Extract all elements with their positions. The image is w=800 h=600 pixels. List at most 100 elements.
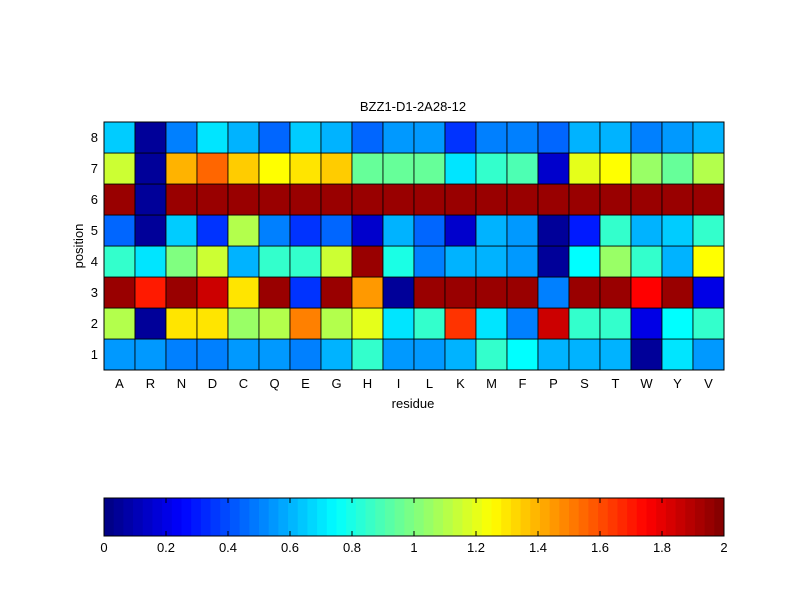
colorbar-band <box>646 498 657 536</box>
heatmap-cell-C-5 <box>227 214 260 247</box>
heatmap-cell-D-3 <box>196 276 229 309</box>
heatmap-cell-F-5 <box>506 214 539 247</box>
heatmap-cell-A-7 <box>103 152 136 185</box>
heatmap-cell-Y-1 <box>661 338 694 371</box>
heatmap-cell-A-3 <box>103 276 136 309</box>
colorbar-band <box>181 498 192 536</box>
x-tick-label-S: S <box>580 376 589 391</box>
x-tick-label-L: L <box>426 376 433 391</box>
heatmap-cell-C-7 <box>227 152 260 185</box>
heatmap-cell-V-2 <box>692 307 725 340</box>
colorbar-tick-label: 0.4 <box>219 540 237 555</box>
x-tick-label-I: I <box>397 376 401 391</box>
heatmap-cell-E-7 <box>289 152 322 185</box>
colorbar-tick-label: 0.2 <box>157 540 175 555</box>
colorbar-band <box>133 498 144 536</box>
heatmap-cell-L-1 <box>413 338 446 371</box>
plot-frame <box>103 121 725 371</box>
heatmap-cell-M-4 <box>475 245 508 278</box>
x-tick-label-P: P <box>549 376 558 391</box>
heatmap-cell-S-7 <box>568 152 601 185</box>
colorbar-band <box>578 498 589 536</box>
colorbar-band <box>239 498 250 536</box>
heatmap-cell-V-1 <box>692 338 725 371</box>
colorbar-band <box>104 498 115 536</box>
heatmap-cell-E-5 <box>289 214 322 247</box>
y-tick-label-7: 7 <box>91 161 98 176</box>
heatmap-cell-D-5 <box>196 214 229 247</box>
heatmap-cell-H-7 <box>351 152 384 185</box>
heatmap-cell-F-4 <box>506 245 539 278</box>
heatmap-cell-G-6 <box>320 183 353 216</box>
heatmap-cell-G-4 <box>320 245 353 278</box>
heatmap-cell-F-8 <box>506 121 539 154</box>
heatmap-cell-Q-4 <box>258 245 291 278</box>
heatmap-cell-A-4 <box>103 245 136 278</box>
heatmap-cell-E-1 <box>289 338 322 371</box>
heatmap-cell-R-1 <box>134 338 167 371</box>
heatmap-cell-T-2 <box>599 307 632 340</box>
heatmap-cell-Q-6 <box>258 183 291 216</box>
heatmap-cell-P-6 <box>537 183 570 216</box>
heatmap-cell-C-4 <box>227 245 260 278</box>
heatmap-cell-E-2 <box>289 307 322 340</box>
x-tick-label-C: C <box>239 376 248 391</box>
colorbar-band <box>278 498 289 536</box>
colorbar-band <box>220 498 231 536</box>
heatmap-cell-V-7 <box>692 152 725 185</box>
heatmap-cell-N-7 <box>165 152 198 185</box>
colorbar-band <box>355 498 366 536</box>
heatmap-cell-P-4 <box>537 245 570 278</box>
heatmap-cell-Y-2 <box>661 307 694 340</box>
heatmap-cell-H-3 <box>351 276 384 309</box>
colorbar-band <box>530 498 541 536</box>
heatmap-cell-Y-5 <box>661 214 694 247</box>
heatmap-cell-C-3 <box>227 276 260 309</box>
colorbar-band <box>142 498 153 536</box>
colorbar-band <box>472 498 483 536</box>
heatmap-cell-H-4 <box>351 245 384 278</box>
heatmap-cell-Q-1 <box>258 338 291 371</box>
heatmap-cell-V-5 <box>692 214 725 247</box>
colorbar-band <box>249 498 260 536</box>
heatmap-cell-L-7 <box>413 152 446 185</box>
heatmap-cell-E-4 <box>289 245 322 278</box>
heatmap-cell-W-2 <box>630 307 663 340</box>
heatmap-cell-T-3 <box>599 276 632 309</box>
heatmap-cell-K-2 <box>444 307 477 340</box>
colorbar-tick-label: 1.2 <box>467 540 485 555</box>
heatmap-cell-Y-7 <box>661 152 694 185</box>
colorbar-band <box>200 498 211 536</box>
colorbar-tick-label: 1.8 <box>653 540 671 555</box>
x-tick-label-D: D <box>208 376 217 391</box>
x-tick-label-K: K <box>456 376 465 391</box>
colorbar-tick-label: 1.4 <box>529 540 547 555</box>
y-axis-ticks: 1 2 3 4 5 6 7 8 <box>91 130 98 362</box>
heatmap-cell-L-8 <box>413 121 446 154</box>
heatmap-cell-P-3 <box>537 276 570 309</box>
heatmap-cell-M-5 <box>475 214 508 247</box>
heatmap-cell-K-6 <box>444 183 477 216</box>
x-tick-label-V: V <box>704 376 713 391</box>
heatmap-cell-D-6 <box>196 183 229 216</box>
heatmap-cell-Y-8 <box>661 121 694 154</box>
heatmap-cell-D-7 <box>196 152 229 185</box>
heatmap-cell-K-5 <box>444 214 477 247</box>
heatmap-cell-M-3 <box>475 276 508 309</box>
y-tick-label-8: 8 <box>91 130 98 145</box>
colorbar-band <box>336 498 347 536</box>
heatmap-cell-I-3 <box>382 276 415 309</box>
heatmap-cell-N-8 <box>165 121 198 154</box>
heatmap-cell-E-6 <box>289 183 322 216</box>
colorbar-band <box>501 498 512 536</box>
colorbar-band <box>510 498 521 536</box>
heatmap-cell-H-1 <box>351 338 384 371</box>
colorbar-tick-label: 0.8 <box>343 540 361 555</box>
heatmap-cells <box>103 121 725 371</box>
heatmap-cell-G-5 <box>320 214 353 247</box>
heatmap-cell-M-7 <box>475 152 508 185</box>
colorbar-tick-label: 2 <box>720 540 727 555</box>
heatmap-cell-T-5 <box>599 214 632 247</box>
y-tick-label-4: 4 <box>91 254 98 269</box>
